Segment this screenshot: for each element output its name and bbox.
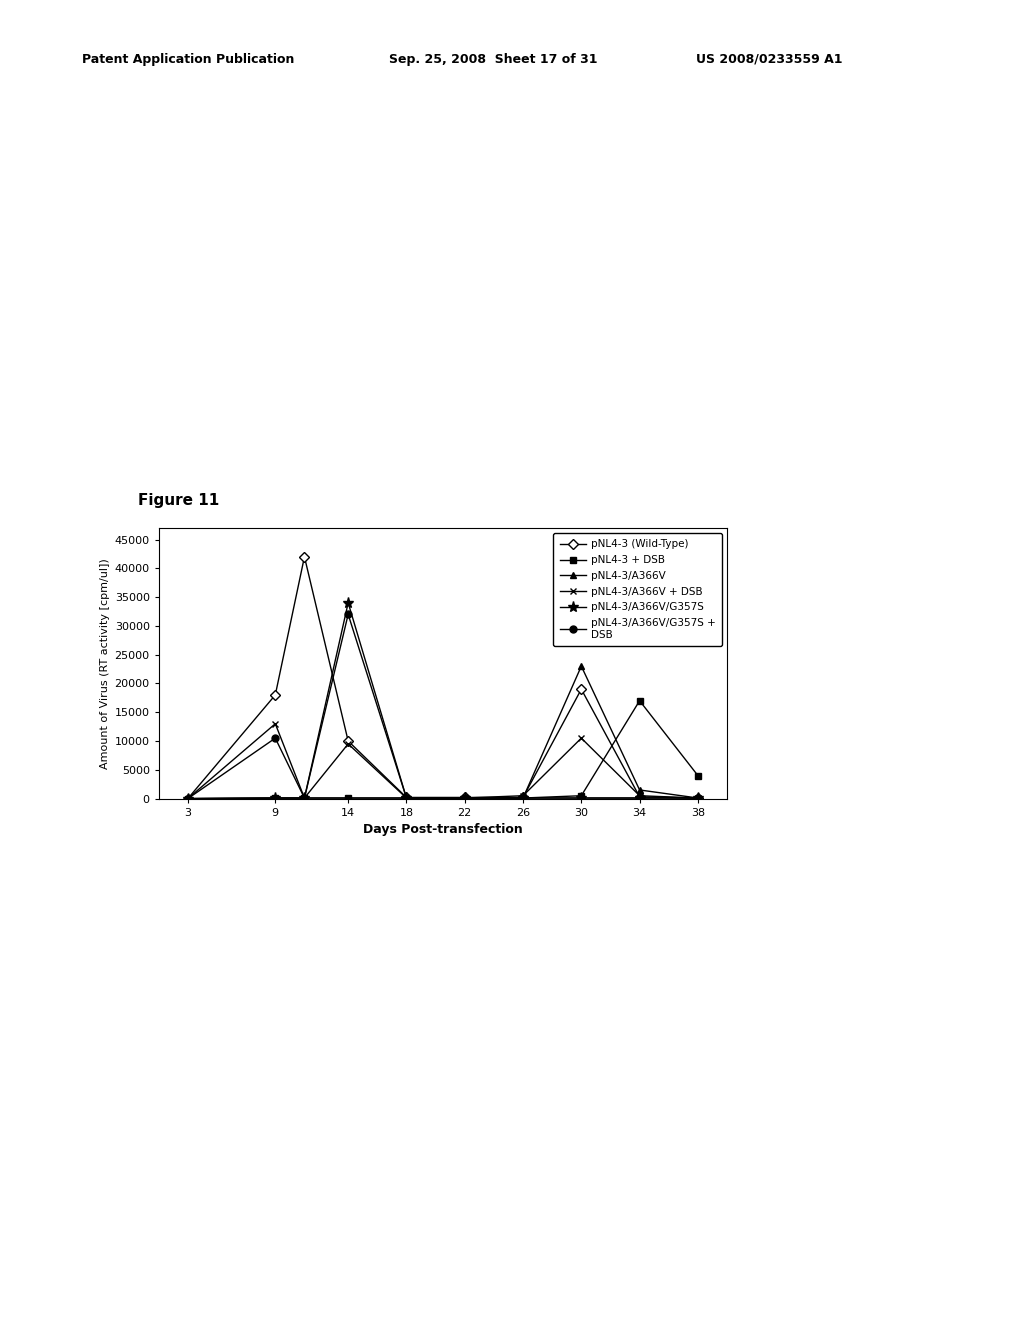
Text: Figure 11: Figure 11 — [138, 494, 219, 508]
Text: Sep. 25, 2008  Sheet 17 of 31: Sep. 25, 2008 Sheet 17 of 31 — [389, 53, 598, 66]
Y-axis label: Amount of Virus (RT activity [cpm/ul]): Amount of Virus (RT activity [cpm/ul]) — [100, 558, 111, 768]
X-axis label: Days Post-transfection: Days Post-transfection — [362, 824, 523, 836]
Text: US 2008/0233559 A1: US 2008/0233559 A1 — [696, 53, 843, 66]
Legend: pNL4-3 (Wild-Type), pNL4-3 + DSB, pNL4-3/A366V, pNL4-3/A366V + DSB, pNL4-3/A366V: pNL4-3 (Wild-Type), pNL4-3 + DSB, pNL4-3… — [553, 533, 722, 645]
Text: Patent Application Publication: Patent Application Publication — [82, 53, 294, 66]
